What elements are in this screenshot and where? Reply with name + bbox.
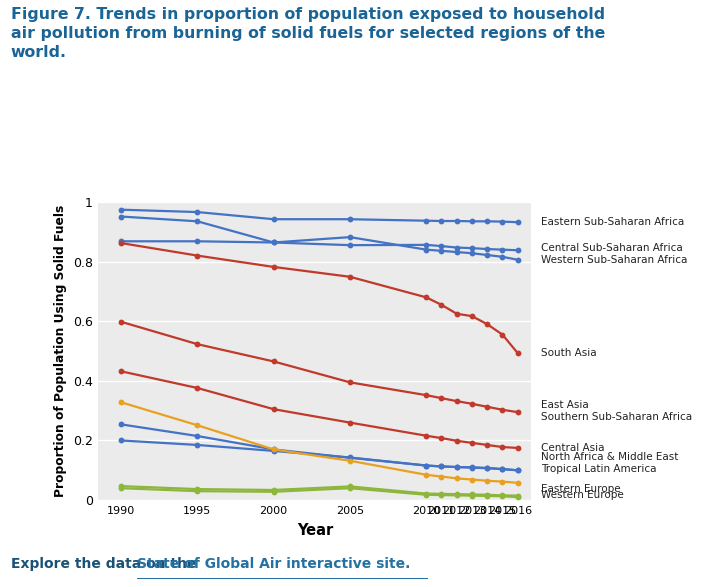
Text: Eastern Europe: Eastern Europe (541, 484, 620, 494)
Y-axis label: Proportion of Population Using Solid Fuels: Proportion of Population Using Solid Fue… (54, 205, 67, 497)
Text: Central Asia: Central Asia (541, 443, 604, 453)
X-axis label: Year: Year (297, 522, 333, 538)
Text: Eastern Sub-Saharan Africa: Eastern Sub-Saharan Africa (541, 217, 684, 227)
Text: North Africa & Middle East: North Africa & Middle East (541, 453, 678, 463)
Text: South Asia: South Asia (541, 348, 596, 358)
Text: Tropical Latin America: Tropical Latin America (541, 464, 657, 474)
Text: State of Global Air interactive site.: State of Global Air interactive site. (137, 556, 410, 571)
Text: Southern Sub-Saharan Africa: Southern Sub-Saharan Africa (541, 412, 692, 422)
Text: Figure 7. Trends in proportion of population exposed to household
air pollution : Figure 7. Trends in proportion of popula… (11, 7, 605, 60)
Text: East Asia: East Asia (541, 400, 589, 410)
Text: Western Europe: Western Europe (541, 490, 624, 500)
Text: Western Sub-Saharan Africa: Western Sub-Saharan Africa (541, 255, 687, 265)
Text: Explore the data on the: Explore the data on the (11, 556, 202, 571)
Text: Central Sub-Saharan Africa: Central Sub-Saharan Africa (541, 243, 683, 253)
